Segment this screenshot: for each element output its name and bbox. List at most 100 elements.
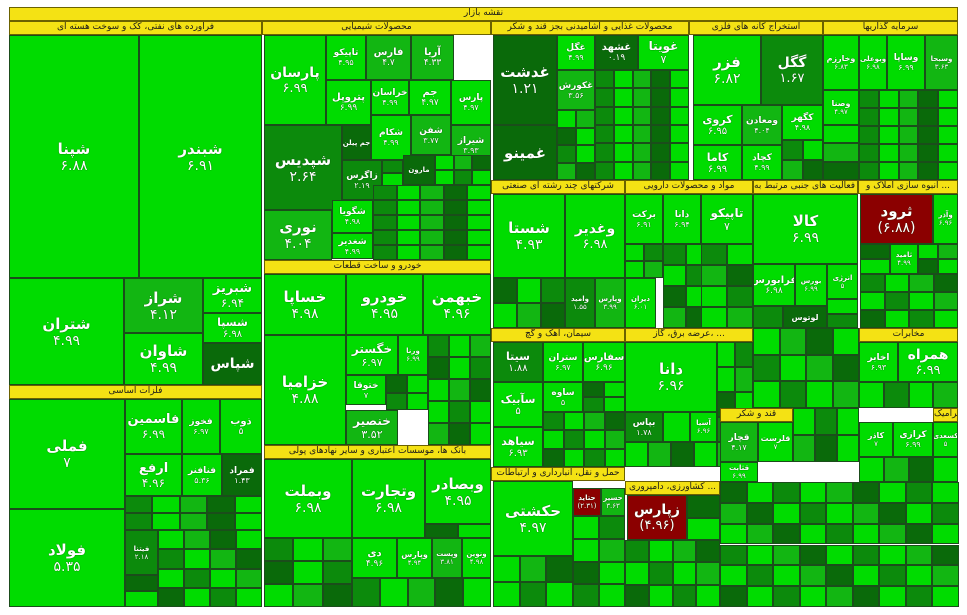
treemap-minor-tile[interactable]	[599, 584, 625, 607]
treemap-minor-tile[interactable]	[779, 354, 806, 382]
treemap-minor-tile[interactable]	[158, 568, 184, 588]
treemap-tile[interactable]: غمینو	[493, 125, 557, 180]
treemap-tile[interactable]: ثامید ۴.۹۹	[890, 244, 918, 274]
treemap-minor-tile[interactable]	[293, 584, 323, 607]
treemap-minor-tile[interactable]	[746, 544, 774, 566]
treemap-minor-tile[interactable]	[918, 90, 939, 108]
treemap-minor-tile[interactable]	[720, 544, 747, 566]
treemap-minor-tile[interactable]	[644, 261, 663, 278]
treemap-minor-tile[interactable]	[720, 565, 747, 587]
treemap-minor-tile[interactable]	[604, 397, 625, 412]
treemap-minor-tile[interactable]	[671, 442, 694, 467]
treemap-minor-tile[interactable]	[184, 530, 210, 550]
treemap-minor-tile[interactable]	[735, 342, 753, 367]
treemap-tile[interactable]: وپست ۳.۸۱	[432, 538, 462, 578]
treemap-tile[interactable]: خساپا ۴.۹۸	[264, 274, 346, 335]
treemap-minor-tile[interactable]	[632, 125, 652, 144]
treemap-minor-tile[interactable]	[909, 292, 934, 310]
treemap-minor-tile[interactable]	[179, 513, 208, 530]
treemap-minor-tile[interactable]	[595, 125, 614, 144]
treemap-minor-tile[interactable]	[727, 307, 753, 328]
treemap-minor-tile[interactable]	[746, 523, 774, 545]
treemap-minor-tile[interactable]	[613, 161, 633, 180]
treemap-minor-tile[interactable]	[443, 200, 468, 215]
treemap-tile[interactable]: ونوین ۴.۹۸	[462, 538, 491, 578]
treemap-tile[interactable]: کرازی ۶.۹۹	[893, 422, 933, 457]
treemap-minor-tile[interactable]	[207, 496, 235, 513]
treemap-tile[interactable]: آریا ۴.۳۳	[411, 35, 454, 80]
treemap-minor-tile[interactable]	[879, 523, 906, 545]
treemap-minor-tile[interactable]	[576, 162, 595, 180]
treemap-minor-tile[interactable]	[234, 496, 262, 513]
treemap-tile[interactable]: کاما ۶.۹۹	[693, 145, 742, 180]
treemap-minor-tile[interactable]	[727, 286, 753, 307]
treemap-minor-tile[interactable]	[428, 423, 449, 445]
treemap-minor-tile[interactable]	[648, 584, 673, 607]
treemap-minor-tile[interactable]	[852, 544, 880, 566]
treemap-minor-tile[interactable]	[878, 144, 899, 162]
treemap-minor-tile[interactable]	[625, 584, 649, 607]
treemap-minor-tile[interactable]	[720, 502, 747, 524]
treemap-minor-tile[interactable]	[519, 581, 547, 607]
treemap-minor-tile[interactable]	[470, 401, 491, 423]
sector-header[interactable]: شرکتهای چند رشته ای صنعتی	[491, 180, 625, 194]
sector-header[interactable]: کاشی و سرامیک	[933, 408, 958, 422]
treemap-minor-tile[interactable]	[613, 106, 633, 125]
treemap-minor-tile[interactable]	[860, 274, 885, 292]
treemap-minor-tile[interactable]	[878, 90, 899, 108]
treemap-minor-tile[interactable]	[557, 110, 576, 128]
treemap-minor-tile[interactable]	[933, 457, 958, 482]
treemap-minor-tile[interactable]	[670, 125, 689, 144]
treemap-minor-tile[interactable]	[905, 482, 933, 503]
treemap-tile[interactable]: ثرود (۶.۸۸)	[860, 194, 933, 244]
treemap-minor-tile[interactable]	[435, 578, 464, 607]
treemap-tile[interactable]: قچار ۴.۱۷	[720, 422, 758, 462]
treemap-minor-tile[interactable]	[557, 127, 576, 145]
treemap-minor-tile[interactable]	[449, 357, 470, 379]
treemap-tile[interactable]: فیتنا ۲.۱۸	[125, 530, 158, 575]
treemap-minor-tile[interactable]	[470, 379, 491, 401]
treemap-minor-tile[interactable]	[517, 278, 541, 303]
treemap-tile[interactable]: کروی ۶.۹۵	[693, 105, 742, 145]
treemap-minor-tile[interactable]	[541, 303, 565, 328]
treemap-minor-tile[interactable]	[210, 530, 236, 550]
sector-header[interactable]: فعالیت های جنبی مرتبط به ...	[753, 180, 858, 194]
treemap-minor-tile[interactable]	[670, 106, 689, 125]
treemap-minor-tile[interactable]	[799, 544, 827, 566]
treemap-minor-tile[interactable]	[557, 162, 576, 180]
treemap-minor-tile[interactable]	[625, 540, 649, 563]
treemap-minor-tile[interactable]	[396, 215, 421, 230]
treemap-tile[interactable]: غکورش ۳.۵۶	[557, 70, 595, 110]
treemap-tile[interactable]: ختوقا ۷	[346, 375, 386, 405]
sector-header[interactable]: کشاورزی، دامپروری ...	[625, 481, 720, 495]
treemap-minor-tile[interactable]	[184, 587, 210, 607]
treemap-minor-tile[interactable]	[938, 162, 958, 180]
treemap-minor-tile[interactable]	[670, 143, 689, 162]
treemap-minor-tile[interactable]	[735, 367, 753, 392]
treemap-minor-tile[interactable]	[563, 448, 584, 467]
treemap-tile[interactable]: فخوز ۶.۹۷	[182, 399, 220, 454]
treemap-minor-tile[interactable]	[932, 544, 959, 566]
treemap-minor-tile[interactable]	[613, 70, 633, 89]
treemap-tile[interactable]: همراه ۶.۹۹	[898, 342, 958, 382]
treemap-minor-tile[interactable]	[604, 412, 625, 431]
treemap-minor-tile[interactable]	[905, 523, 933, 545]
treemap-minor-tile[interactable]	[236, 587, 262, 607]
treemap-minor-tile[interactable]	[546, 581, 573, 607]
treemap-minor-tile[interactable]	[852, 523, 880, 545]
treemap-minor-tile[interactable]	[322, 538, 352, 561]
treemap-minor-tile[interactable]	[576, 127, 595, 145]
treemap-minor-tile[interactable]	[753, 306, 783, 328]
treemap-minor-tile[interactable]	[236, 568, 262, 588]
treemap-minor-tile[interactable]	[373, 185, 397, 200]
treemap-minor-tile[interactable]	[584, 448, 605, 467]
treemap-minor-tile[interactable]	[584, 430, 605, 449]
treemap-minor-tile[interactable]	[859, 90, 879, 108]
treemap-minor-tile[interactable]	[860, 259, 890, 274]
treemap-tile[interactable]: فنافنر ۵.۳۶	[182, 454, 222, 496]
treemap-minor-tile[interactable]	[918, 162, 939, 180]
treemap-tile[interactable]: حتاید (۲.۳۱)	[573, 488, 601, 516]
treemap-minor-tile[interactable]	[782, 140, 803, 160]
treemap-minor-tile[interactable]	[210, 549, 236, 569]
treemap-minor-tile[interactable]	[644, 244, 663, 261]
